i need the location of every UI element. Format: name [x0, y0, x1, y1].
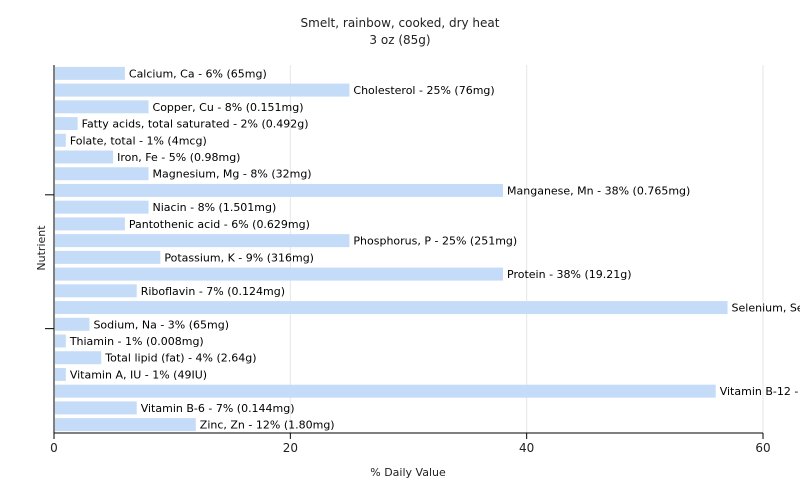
- bar: [55, 183, 504, 197]
- x-tick-label: 20: [283, 441, 298, 455]
- bar: [55, 267, 504, 281]
- bar: [55, 133, 66, 147]
- bar: [55, 217, 125, 231]
- bar-label: Potassium, K - 9% (316mg): [164, 251, 314, 264]
- axis-layer: 0 20 40 60: [45, 65, 771, 455]
- bar-label: Sodium, Na - 3% (65mg): [93, 318, 229, 331]
- bar-label: Protein - 38% (19.21g): [507, 268, 632, 281]
- bar: [55, 384, 716, 398]
- bar: [55, 117, 78, 131]
- bar-label: Vitamin B-12 - 56% (3.37mcg): [720, 385, 800, 398]
- bar-label: Cholesterol - 25% (76mg): [353, 84, 494, 97]
- bar-label: Iron, Fe - 5% (0.98mg): [117, 151, 240, 164]
- bar-label: Phosphorus, P - 25% (251mg): [353, 235, 517, 248]
- x-axis-title: % Daily Value: [370, 466, 446, 479]
- grid-layer: [289, 65, 764, 433]
- bar: [55, 301, 728, 315]
- bar: [55, 250, 161, 264]
- bar-label: Vitamin A, IU - 1% (49IU): [70, 368, 207, 381]
- bar-label: Pantothenic acid - 6% (0.629mg): [129, 218, 310, 231]
- bar: [55, 200, 149, 214]
- bar: [55, 66, 125, 80]
- bar-label: Niacin - 8% (1.501mg): [153, 201, 277, 214]
- bar: [55, 418, 196, 432]
- bar-label: Copper, Cu - 8% (0.151mg): [153, 101, 304, 114]
- bar-label: Fatty acids, total saturated - 2% (0.492…: [82, 118, 309, 131]
- bar-layer: Calcium, Ca - 6% (65mg) Cholesterol - 25%…: [55, 66, 800, 432]
- bar-label: Riboflavin - 7% (0.124mg): [141, 285, 285, 298]
- bar: [55, 367, 66, 381]
- bar-label: Calcium, Ca - 6% (65mg): [129, 67, 267, 80]
- bar: [55, 284, 137, 298]
- bar: [55, 401, 137, 415]
- bar: [55, 100, 149, 114]
- chart-subtitle: 3 oz (85g): [369, 33, 431, 47]
- bar-label: Selenium, Se - 57% (39.8mcg): [732, 302, 800, 315]
- bar-label: Manganese, Mn - 38% (0.765mg): [507, 184, 690, 197]
- bar: [55, 351, 102, 365]
- x-tick-label: 60: [755, 441, 770, 455]
- bar-label: Magnesium, Mg - 8% (32mg): [153, 168, 312, 181]
- bar: [55, 83, 350, 97]
- bar-label: Folate, total - 1% (4mcg): [70, 134, 207, 147]
- chart-title: Smelt, rainbow, cooked, dry heat: [300, 16, 500, 30]
- bar-label: Vitamin B-6 - 7% (0.144mg): [141, 402, 295, 415]
- bar: [55, 150, 114, 164]
- bar: [55, 167, 149, 181]
- bar: [55, 234, 350, 248]
- x-tick-label: 40: [519, 441, 534, 455]
- x-tick-label: 0: [50, 441, 58, 455]
- bar: [55, 317, 90, 331]
- bar: [55, 334, 66, 348]
- y-axis-title: Nutrient: [35, 225, 48, 271]
- bar-label: Zinc, Zn - 12% (1.80mg): [200, 419, 335, 432]
- bar-label: Thiamin - 1% (0.008mg): [69, 335, 204, 348]
- bar-label: Total lipid (fat) - 4% (2.64g): [104, 352, 256, 365]
